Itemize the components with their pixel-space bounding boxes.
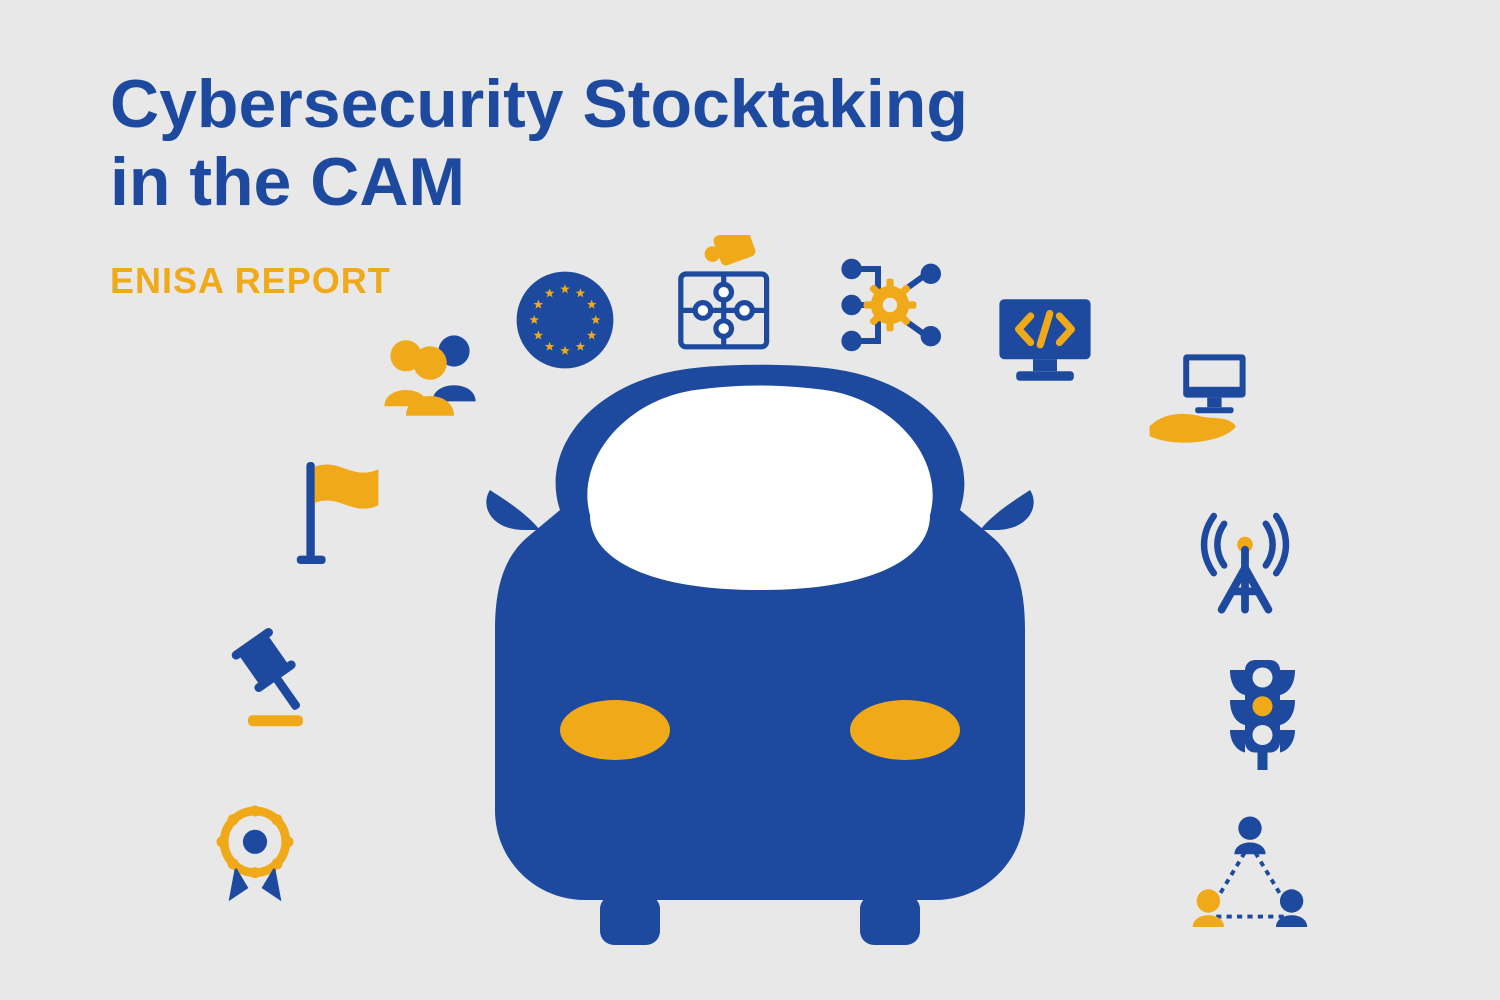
gavel-icon [215,625,325,740]
car-icon [480,330,1040,950]
gear-nodes-icon [830,245,950,370]
hand-screen-icon [1140,340,1260,465]
antenna-icon [1180,490,1310,625]
network-people-icon [1185,810,1315,945]
traffic-light-icon [1200,650,1325,780]
people-group-icon [370,315,490,440]
puzzle-icon [660,235,790,370]
infographic-stage [0,0,1500,1000]
award-ribbon-icon [200,800,310,915]
flag-icon [280,450,400,575]
code-monitor-icon [985,280,1105,405]
eu-circle-icon [510,265,620,380]
